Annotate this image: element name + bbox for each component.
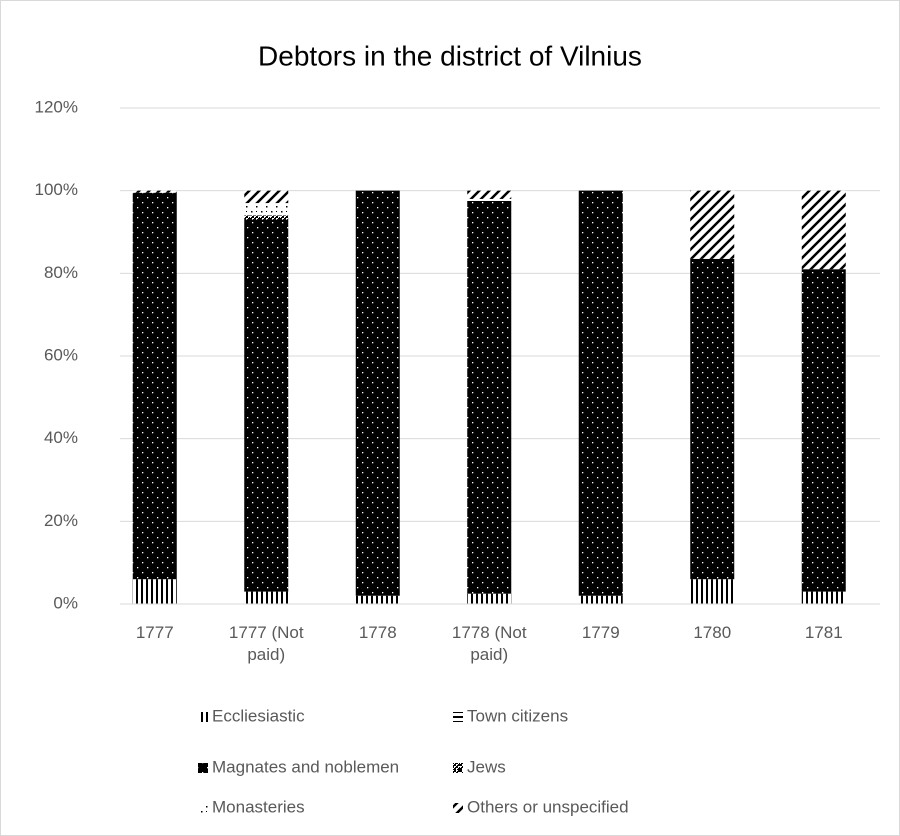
legend-swatch	[198, 712, 208, 722]
bar-segment	[801, 269, 846, 592]
y-tick-label: 100%	[35, 180, 78, 199]
bar-segment	[578, 190, 623, 596]
bar-segment	[244, 203, 289, 216]
x-tick-label: 1781	[804, 623, 843, 642]
y-tick-label: 20%	[44, 511, 78, 530]
bar-segment	[467, 201, 512, 594]
legend-label: Town citizens	[467, 706, 568, 725]
chart-title: Debtors in the district of Vilnius	[258, 40, 642, 71]
x-tick-label: 1779	[581, 623, 620, 642]
bar-segment	[467, 190, 512, 199]
bar-segment	[578, 595, 623, 604]
x-tick-label: 1777	[135, 623, 174, 642]
legend-swatch	[453, 763, 463, 773]
bar-segment	[132, 579, 177, 604]
bar-segment	[690, 190, 735, 259]
x-tick-label: 1778 (Not paid)	[451, 623, 527, 664]
x-tick-label: 1778	[358, 623, 397, 642]
bar-segment	[132, 192, 177, 580]
legend-swatch	[198, 763, 208, 773]
legend-swatch	[198, 803, 208, 813]
bar-segment	[355, 595, 400, 604]
bar-segment	[690, 258, 735, 580]
legend-swatch	[453, 803, 463, 813]
legend-label: Others or unspecified	[467, 797, 629, 816]
legend-label: Monasteries	[212, 797, 305, 816]
bar-segment	[801, 190, 846, 270]
bar-segment	[690, 579, 735, 604]
y-tick-label: 60%	[44, 345, 78, 364]
x-tick-label: 1780	[693, 623, 732, 642]
legend-label: Eccliesiastic	[212, 706, 305, 725]
bar-segment	[244, 190, 289, 204]
y-tick-label: 80%	[44, 263, 78, 282]
bar-segment	[801, 591, 846, 604]
legend-swatch	[453, 712, 463, 722]
bar-segment	[467, 198, 512, 201]
y-tick-label: 120%	[35, 97, 78, 116]
bar-segment	[132, 190, 177, 193]
bar-segment	[355, 190, 400, 596]
y-tick-label: 40%	[44, 428, 78, 447]
bar-segment	[244, 219, 289, 592]
bar-segment	[467, 593, 512, 604]
legend-label: Magnates and noblemen	[212, 757, 399, 776]
legend-label: Jews	[467, 757, 506, 776]
bar-segment	[244, 591, 289, 604]
x-tick-label: 1777 (Not paid)	[228, 623, 304, 664]
bar-segment	[244, 215, 289, 220]
y-tick-label: 0%	[53, 593, 78, 612]
